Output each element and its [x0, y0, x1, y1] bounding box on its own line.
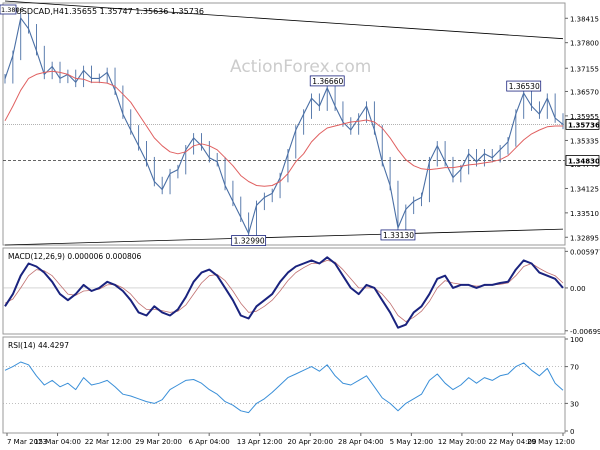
watermark: ActionForex.com [230, 57, 371, 77]
price-axis-tick-label-3: 1.36570 [570, 88, 599, 96]
time-label-8: 5 May 12:00 [390, 438, 434, 446]
price-axis-tick-label-7: 1.34125 [570, 185, 599, 193]
rsi-axis-tick-label-1: 70 [570, 364, 579, 372]
price-axis-tick-label-1: 1.37800 [570, 40, 599, 48]
price-tag-box-0 [565, 118, 600, 130]
price-axis-tick-label-8: 1.33510 [570, 210, 599, 218]
time-label-10: 22 May 04:00 [488, 438, 536, 446]
level-label-box-0 [231, 235, 267, 246]
time-label-11: 29 May 12:00 [527, 438, 575, 446]
time-label-0: 7 Mar 2023 [7, 438, 47, 446]
time-label-2: 22 Mar 12:00 [85, 438, 132, 446]
price-tag-box-1 [565, 155, 600, 166]
ohlc-values: 1.35655 1.35747 1.35636 1.35736 [64, 7, 204, 16]
price-axis-tick-label-5: 1.35335 [570, 137, 599, 145]
level-label-2: 1.33130 [383, 231, 414, 240]
price-tag-0: 1.35736 [568, 121, 600, 129]
rsi-title: RSI(14) 44.4297 [8, 341, 69, 350]
time-label-3: 29 Mar 20:00 [135, 438, 182, 446]
rsi-axis-tick-label-0: 100 [570, 336, 583, 344]
rsi-panel [2, 336, 566, 434]
level-label-3: 1.36530 [509, 82, 540, 91]
level-label-1: 1.36660 [312, 77, 343, 86]
price-axis-tick-label-9: 1.32895 [570, 234, 599, 242]
time-label-1: 15 Mar 04:00 [34, 438, 81, 446]
time-label-4: 6 Apr 04:00 [189, 438, 230, 446]
symbol-title: USDCAD,H4 [16, 7, 64, 16]
macd-title: MACD(12,26,9) 0.000006 0.000806 [8, 252, 142, 261]
time-label-6: 20 Apr 20:00 [287, 438, 333, 446]
time-label-5: 13 Apr 12:00 [237, 438, 283, 446]
time-label-9: 12 May 20:00 [438, 438, 486, 446]
macd-axis-tick-label-1: 0.00 [570, 285, 586, 293]
edge-label-box [0, 4, 17, 15]
price-axis-tick-label-2: 1.37155 [570, 65, 599, 73]
macd-axis-tick-label-2: -0.006998 [570, 328, 600, 336]
price-tag-1: 1.34830 [568, 157, 600, 165]
moving-average-line [4, 70, 563, 187]
time-label-7: 28 Apr 04:00 [338, 438, 384, 446]
price-line [4, 17, 564, 235]
macd-panel [2, 247, 566, 335]
level-label-box-3 [506, 80, 542, 92]
rsi-axis-tick-label-3: 0 [570, 428, 574, 436]
edge-label: 1.3806 [1, 6, 24, 14]
macd-line [4, 256, 564, 329]
level-label-box-1 [309, 75, 345, 87]
level-label-box-2 [380, 229, 416, 241]
trendline-0 [4, 0, 564, 40]
trendline-1 [4, 228, 564, 246]
rsi-line [4, 361, 564, 414]
macd-axis-tick-label-0: 0.005977 [570, 248, 600, 256]
rsi-axis-tick-label-2: 30 [570, 400, 579, 408]
price-axis-tick-label-4: 1.35955 [570, 113, 599, 121]
level-label-0: 1.32990 [234, 236, 265, 245]
price-axis-tick-label-0: 1.38415 [570, 15, 599, 23]
